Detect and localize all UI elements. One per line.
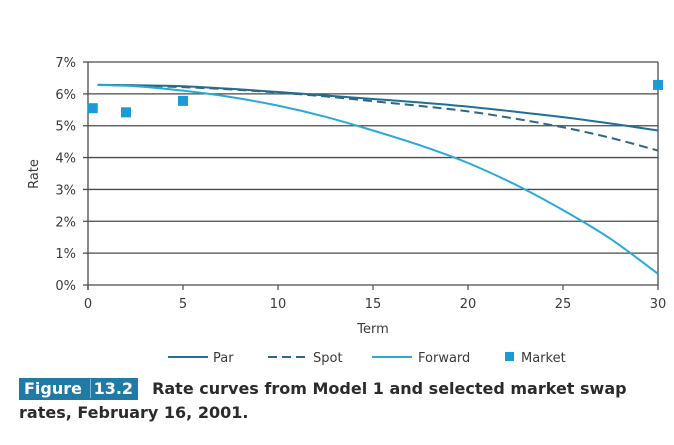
- legend-item-spot: Spot: [268, 351, 343, 366]
- series-forward-line: [97, 83, 659, 275]
- series-par-line: [97, 83, 659, 132]
- series-group: [87, 79, 663, 275]
- market-point: [653, 79, 663, 90]
- series-market: [87, 79, 663, 118]
- x-tick-label: 20: [460, 297, 477, 312]
- x-axis-label: Term: [356, 322, 389, 337]
- figure-caption: Figure 13.2 Rate curves from Model 1 and …: [19, 377, 659, 425]
- y-tick-label: 0%: [55, 279, 76, 294]
- figure-word: Figure: [24, 379, 82, 398]
- legend: Par Spot Forward Market: [168, 351, 566, 366]
- market-point: [178, 95, 188, 106]
- y-tick-label: 5%: [55, 120, 76, 135]
- figure-number: 13.2: [89, 379, 134, 398]
- y-tick-label: 2%: [55, 215, 76, 230]
- rate-curves-chart: 0%1%2%3%4%5%6%7% 0 5 10 15 20 25 30 Rate Term …: [27, 56, 666, 366]
- figure-badge: Figure 13.2: [19, 378, 139, 400]
- x-tick-label: 25: [555, 297, 572, 312]
- legend-label-market: Market: [521, 351, 566, 366]
- y-tick-label: 3%: [55, 183, 76, 198]
- caption-text: Rate curves from Model 1 and selected ma…: [19, 379, 627, 422]
- x-tick-label: 0: [84, 297, 92, 312]
- market-point: [121, 107, 131, 118]
- legend-swatch-market: [505, 352, 514, 361]
- legend-item-market: Market: [505, 351, 566, 366]
- legend-label-par: Par: [213, 351, 234, 366]
- x-tick-label: 15: [365, 297, 382, 312]
- y-tick-label: 6%: [55, 88, 76, 103]
- series-spot-line: [97, 83, 659, 152]
- market-point: [87, 103, 98, 114]
- legend-item-forward: Forward: [372, 351, 470, 366]
- y-tick-label: 1%: [55, 247, 76, 262]
- x-tick-label: 5: [179, 297, 187, 312]
- x-tick-label: 30: [650, 297, 667, 312]
- x-tick-label: 10: [270, 297, 287, 312]
- y-tick-label: 4%: [55, 152, 76, 167]
- legend-label-spot: Spot: [313, 351, 343, 366]
- y-axis-label: Rate: [27, 159, 42, 189]
- y-axis-ticks: 0% 1% 2% 3% 4% 5% 6% 7%: [55, 56, 76, 294]
- y-tick-label: 7%: [55, 56, 76, 71]
- grid-lines: [83, 61, 658, 286]
- x-axis-ticks: 0 5 10 15 20 25 30: [84, 285, 666, 312]
- legend-item-par: Par: [168, 351, 234, 366]
- legend-label-forward: Forward: [418, 351, 470, 366]
